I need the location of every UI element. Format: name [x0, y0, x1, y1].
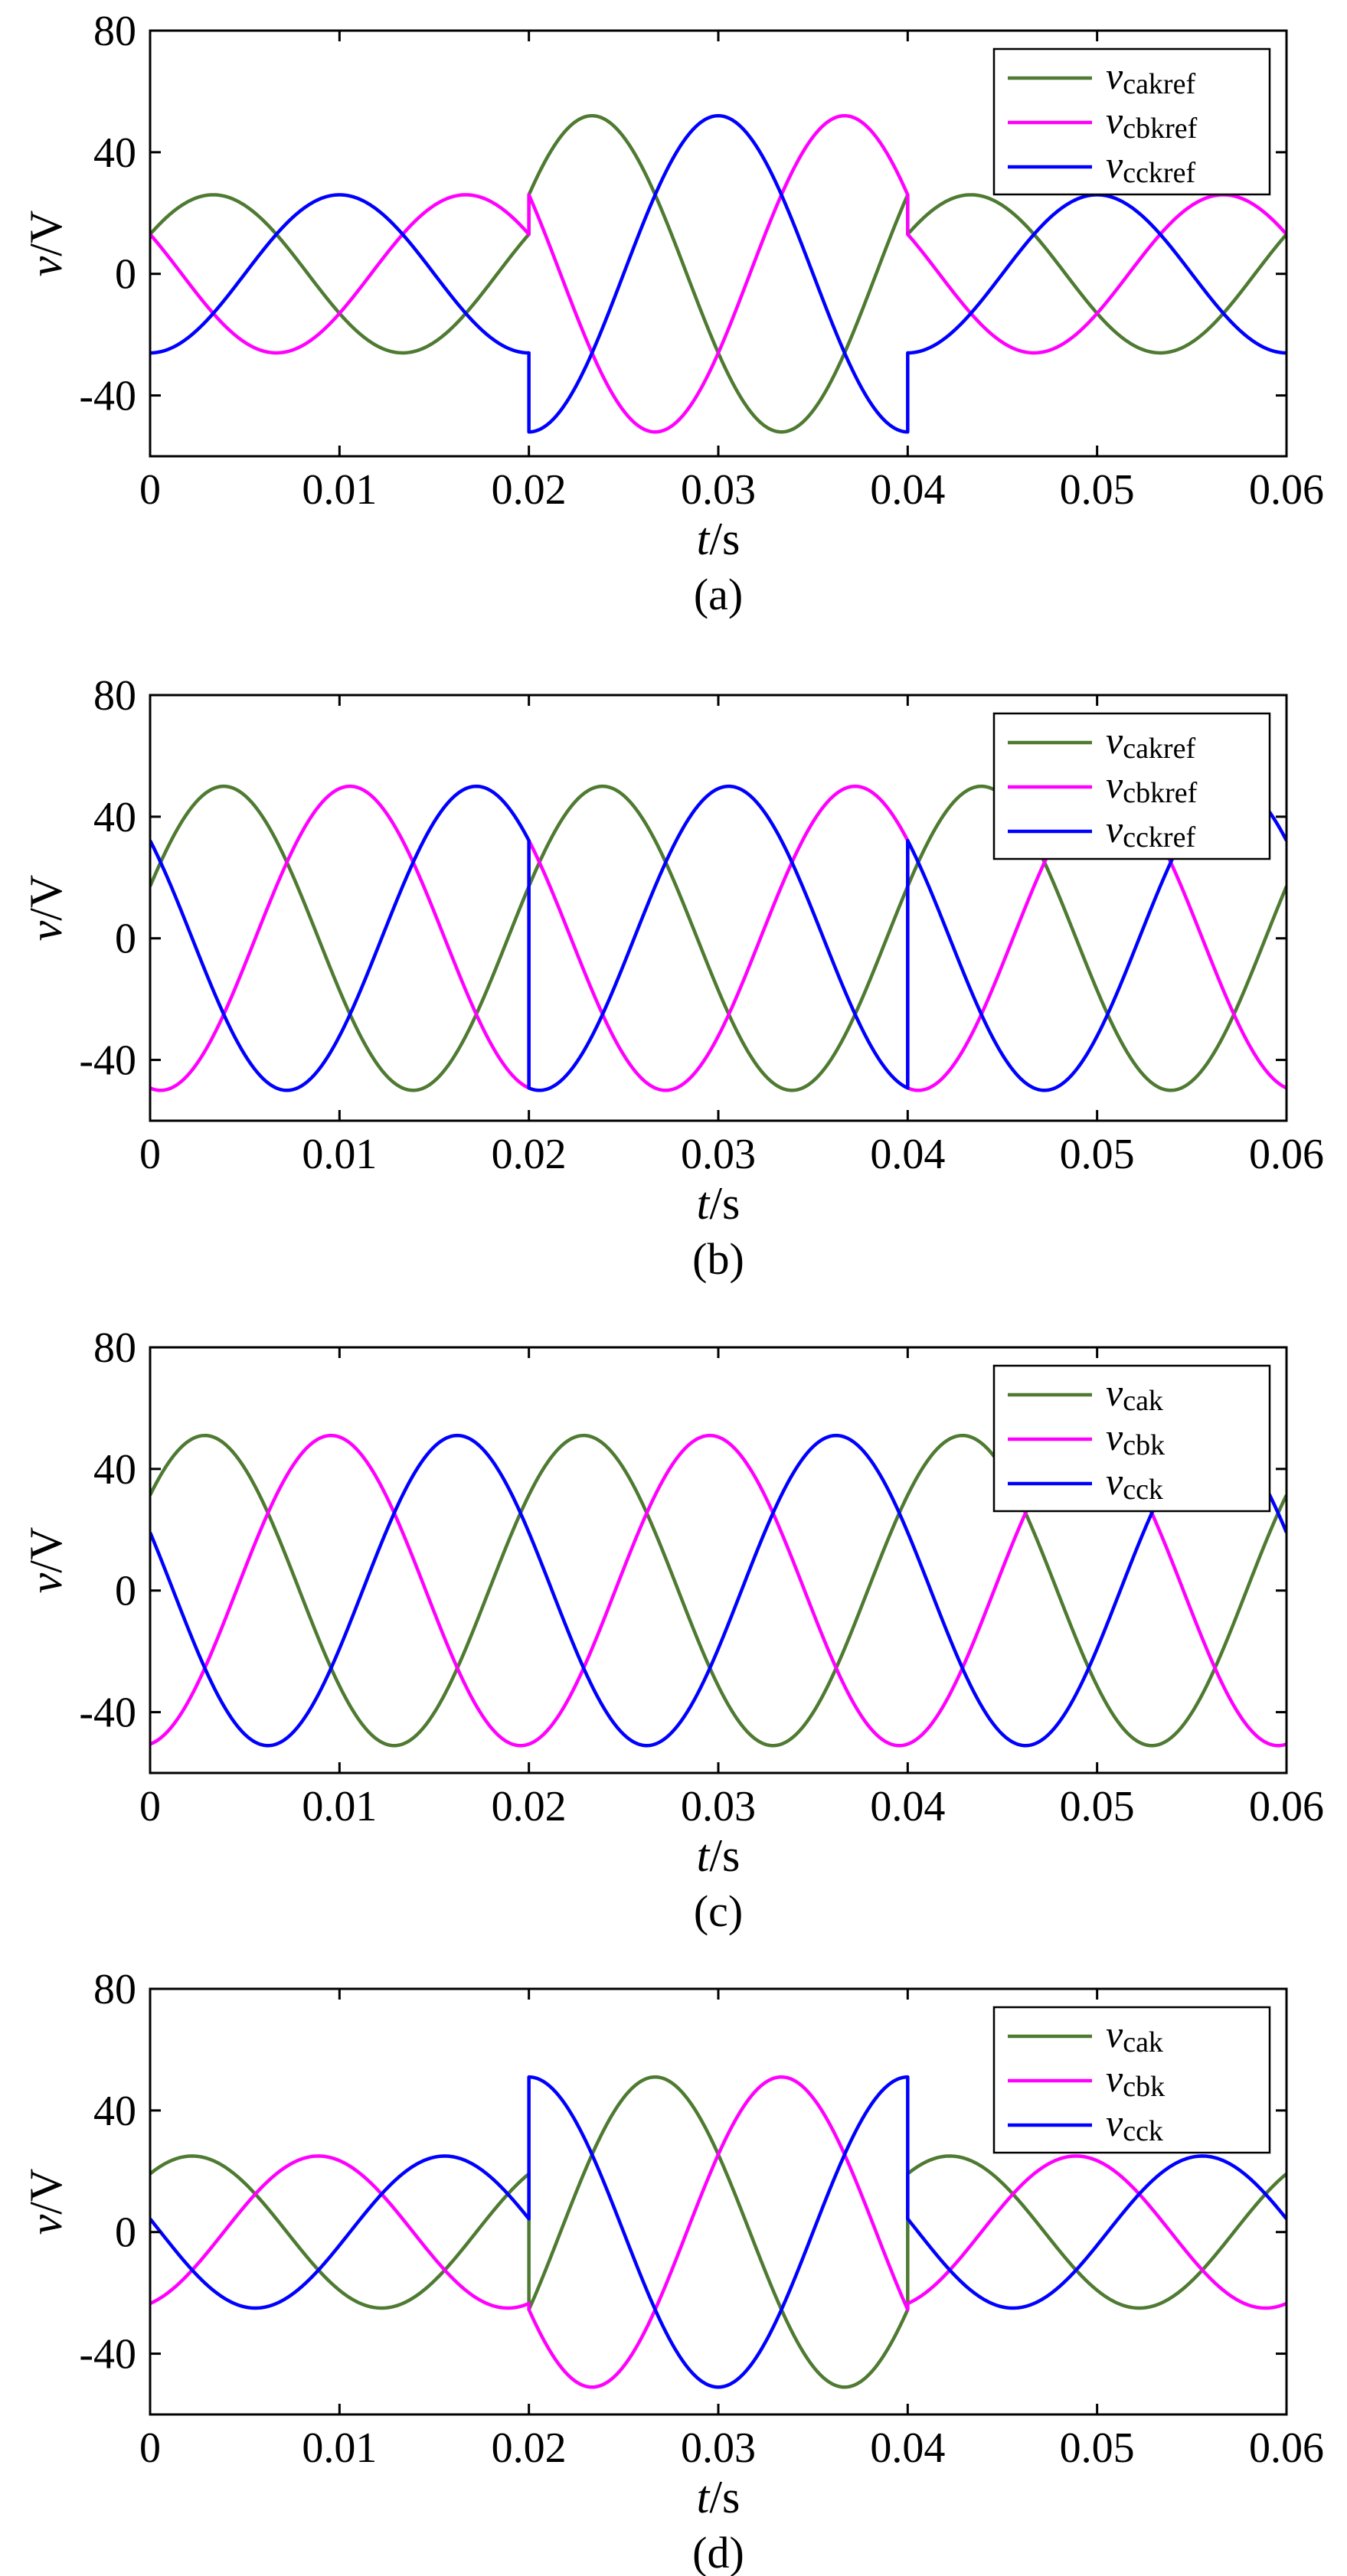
panel-label: (d) [692, 2528, 744, 2576]
x-tick-label: 0.03 [681, 466, 756, 514]
x-tick-label: 0.05 [1060, 1783, 1135, 1830]
x-tick-label: 0.03 [681, 1783, 756, 1830]
y-tick-label: 40 [93, 2088, 136, 2135]
legend-entry: vcckref [1106, 143, 1195, 189]
y-tick-label: 0 [115, 916, 136, 963]
y-axis-label: v/V [21, 2169, 71, 2235]
y-tick-label: 80 [93, 1966, 136, 2013]
legend-entry: vcbk [1106, 2057, 1165, 2103]
panel-label: (a) [694, 570, 743, 619]
y-tick-label: 40 [93, 1446, 136, 1494]
x-tick-label: 0.06 [1249, 1131, 1324, 1178]
y-tick-label: -40 [79, 1037, 136, 1085]
series-line-cckref [150, 784, 1287, 1092]
x-tick-label: 0.04 [870, 466, 945, 514]
x-tick-label: 0 [139, 1783, 161, 1830]
panel-label: (c) [694, 1886, 743, 1936]
series-line-cck [150, 1433, 1287, 1748]
y-tick-label: -40 [79, 2331, 136, 2378]
y-axis-label: v/V [21, 1527, 71, 1594]
x-tick-label: 0 [139, 2424, 161, 2472]
x-axis-label: t/s [697, 1830, 741, 1881]
panel-label: (b) [692, 1234, 744, 1284]
x-tick-label: 0.05 [1060, 2424, 1135, 2472]
x-tick-label: 0.05 [1060, 466, 1135, 514]
x-tick-label: 0.04 [870, 1131, 945, 1178]
y-axis-label: v/V [21, 875, 71, 942]
x-tick-label: 0.05 [1060, 1131, 1135, 1178]
legend-entry: vcbkref [1106, 99, 1198, 145]
y-tick-label: 80 [93, 1324, 136, 1372]
x-tick-label: 0.03 [681, 2424, 756, 2472]
x-axis-label: t/s [697, 1178, 741, 1229]
y-tick-label: 0 [115, 2209, 136, 2257]
legend-entry: vcakref [1106, 719, 1195, 765]
y-tick-label: -40 [79, 1690, 136, 1737]
x-tick-label: 0.01 [302, 1783, 377, 1830]
y-tick-label: 40 [93, 129, 136, 177]
legend-entry: vcckref [1106, 808, 1195, 854]
series-line-cak [150, 1433, 1287, 1748]
series-line-cbkref [150, 113, 1287, 434]
x-axis-label: t/s [697, 2472, 741, 2522]
y-tick-label: 0 [115, 1568, 136, 1615]
x-tick-label: 0.04 [870, 2424, 945, 2472]
x-tick-label: 0 [139, 466, 161, 514]
x-tick-label: 0.02 [492, 1783, 567, 1830]
legend-entry: vcak [1106, 2013, 1163, 2059]
x-tick-label: 0.06 [1249, 1783, 1324, 1830]
y-tick-label: 40 [93, 794, 136, 841]
x-tick-label: 0.01 [302, 466, 377, 514]
series-group [150, 2075, 1287, 2389]
y-tick-label: 80 [93, 672, 136, 720]
legend-entry: vcbk [1106, 1415, 1165, 1461]
legend-entry: vcak [1106, 1371, 1163, 1417]
x-tick-label: 0.01 [302, 2424, 377, 2472]
legend-entry: vcck [1106, 2101, 1163, 2147]
x-tick-label: 0.03 [681, 1131, 756, 1178]
legend-entry: vcakref [1106, 54, 1195, 100]
x-tick-label: 0.02 [492, 2424, 567, 2472]
x-tick-label: 0.04 [870, 1783, 945, 1830]
legend-entry: vcbkref [1106, 763, 1198, 809]
x-tick-label: 0.06 [1249, 466, 1324, 514]
x-tick-label: 0.01 [302, 1131, 377, 1178]
series-line-cakref [150, 784, 1287, 1092]
x-axis-label: t/s [697, 514, 741, 564]
y-tick-label: 0 [115, 251, 136, 299]
legend-entry: vcck [1106, 1460, 1163, 1506]
y-tick-label: -40 [79, 373, 136, 420]
x-tick-label: 0.06 [1249, 2424, 1324, 2472]
x-tick-label: 0.02 [492, 466, 567, 514]
y-axis-label: v/V [21, 211, 71, 277]
y-tick-label: 80 [93, 8, 136, 55]
x-tick-label: 0 [139, 1131, 161, 1178]
series-line-cbk [150, 2075, 1287, 2389]
series-line-cck [150, 2075, 1287, 2389]
x-tick-label: 0.02 [492, 1131, 567, 1178]
